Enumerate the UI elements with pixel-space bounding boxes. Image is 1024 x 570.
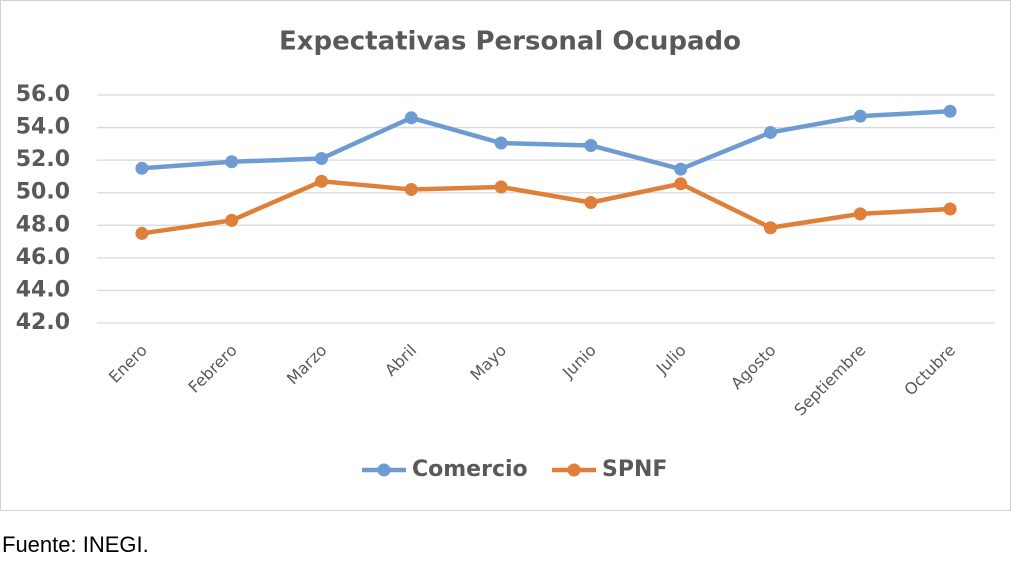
y-tick-label: 50.0: [16, 180, 70, 205]
data-point: [764, 125, 777, 139]
data-point: [584, 138, 598, 152]
data-point: [135, 226, 149, 240]
data-point: [315, 152, 328, 166]
legend-label: SPNF: [602, 457, 667, 482]
data-point: [404, 182, 418, 196]
data-point: [404, 111, 418, 125]
y-tick-label: 52.0: [16, 147, 70, 172]
legend-marker: [567, 463, 581, 477]
y-tick-label: 54.0: [16, 115, 70, 140]
data-point: [494, 180, 508, 194]
data-point: [315, 174, 328, 188]
legend-label: Comercio: [412, 457, 528, 482]
chart-frame: [0, 0, 1011, 511]
y-tick-label: 56.0: [16, 82, 70, 107]
data-point: [225, 213, 239, 227]
y-tick-label: 42.0: [16, 310, 70, 335]
data-point: [764, 221, 777, 235]
data-point: [584, 195, 598, 209]
y-tick-label: 46.0: [16, 245, 70, 270]
legend-marker: [377, 463, 391, 477]
series-line: [141, 109, 951, 172]
data-point: [674, 177, 688, 191]
y-tick-label: 48.0: [16, 212, 70, 237]
source-note: Fuente: INEGI.: [2, 532, 149, 557]
data-point: [853, 207, 867, 221]
data-point: [225, 155, 239, 169]
data-point: [943, 202, 957, 216]
chart: Expectativas Personal Ocupado 42.0 44.0 46…: [0, 0, 1011, 511]
y-tick-label: 44.0: [16, 277, 70, 302]
data-point: [943, 104, 957, 118]
series-line: [141, 179, 951, 236]
data-point: [135, 161, 149, 175]
data-point: [853, 109, 867, 123]
chart-title: Expectativas Personal Ocupado: [279, 27, 741, 57]
data-point: [674, 162, 688, 176]
data-point: [494, 136, 508, 150]
